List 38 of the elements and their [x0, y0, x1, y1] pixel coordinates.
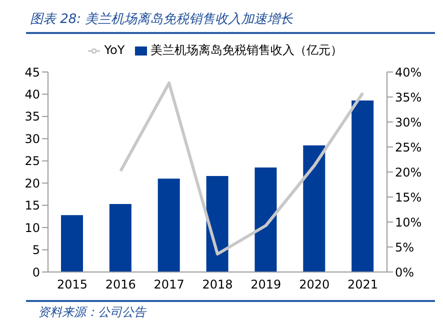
bar — [352, 100, 374, 272]
x-tick-label: 2016 — [105, 278, 136, 292]
y-tick-label: 5 — [32, 243, 40, 258]
bar — [303, 145, 326, 272]
bar — [254, 168, 277, 272]
y2-tick-label: 15% — [395, 190, 422, 204]
y-tick-label: 40 — [24, 87, 40, 102]
y2-tick-label: 0% — [395, 265, 414, 280]
y2-tick-label: 35% — [395, 90, 422, 104]
x-tick-label: 2017 — [154, 278, 184, 292]
y-tick-label: 10 — [24, 220, 40, 235]
y2-tick-label: 20% — [395, 165, 422, 180]
y-tick-label: 30 — [24, 132, 40, 146]
y2-tick-label: 10% — [395, 215, 422, 230]
y-tick-label: 25 — [24, 154, 40, 168]
bar — [206, 176, 228, 272]
bar — [109, 204, 132, 272]
y-tick-label: 20 — [24, 176, 40, 190]
x-tick-label: 2015 — [56, 278, 88, 292]
bar — [61, 215, 83, 272]
y-tick-label: 35 — [24, 110, 40, 124]
y2-tick-label: 5% — [395, 240, 414, 254]
y-tick-label: 0 — [32, 265, 40, 280]
y-tick-label: 45 — [24, 65, 40, 80]
x-tick-label: 2018 — [202, 278, 233, 292]
y2-tick-label: 25% — [395, 140, 422, 154]
legend-label: 美兰机场离岛免税销售收入（亿元） — [150, 43, 343, 57]
y-tick-label: 15 — [24, 198, 40, 213]
x-tick-label: 2020 — [299, 278, 330, 292]
legend-label: YoY — [104, 43, 125, 57]
x-tick-label: 2019 — [250, 278, 282, 292]
x-tick-label: 2021 — [348, 278, 378, 292]
text: 资料来源：公司公告 — [37, 304, 148, 321]
line-series — [119, 82, 364, 256]
y2-tick-label: 30% — [395, 115, 422, 130]
bar — [158, 178, 180, 272]
chart-title: 图表 28: 美兰机场离岛免税销售收入加速增长 — [29, 11, 294, 29]
y2-tick-label: 40% — [395, 65, 422, 80]
